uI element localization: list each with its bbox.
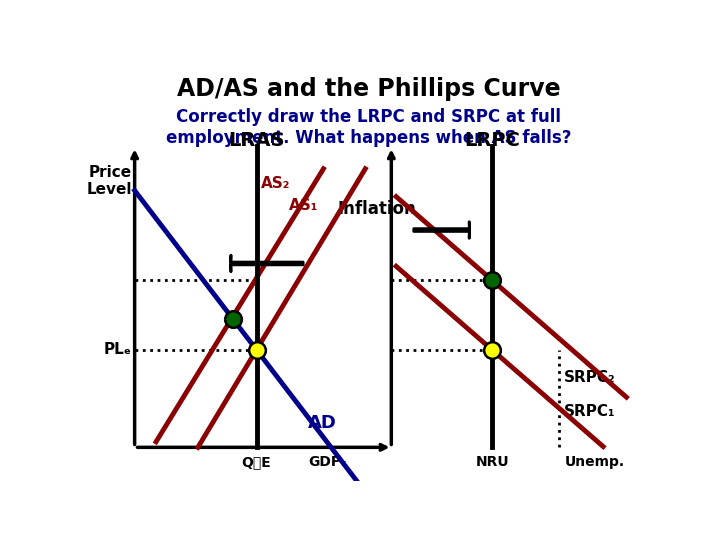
Text: Correctly draw the LRPC and SRPC at full
employment. What happens when AS falls?: Correctly draw the LRPC and SRPC at full… <box>166 109 572 147</box>
Text: AD: AD <box>307 414 336 432</box>
Text: NRU: NRU <box>475 455 509 469</box>
Text: LRPC: LRPC <box>464 131 520 150</box>
Text: Unemp.: Unemp. <box>565 455 626 469</box>
Text: Price
Level: Price Level <box>86 165 132 197</box>
Text: SRPC₁: SRPC₁ <box>564 403 616 418</box>
Text: AS₁: AS₁ <box>289 198 319 213</box>
Text: Q₟E: Q₟E <box>242 455 271 469</box>
Text: LRAS: LRAS <box>228 131 284 150</box>
Text: Inflation: Inflation <box>338 200 417 218</box>
Text: GDPᵣ: GDPᵣ <box>308 455 346 469</box>
Text: AD/AS and the Phillips Curve: AD/AS and the Phillips Curve <box>177 77 561 102</box>
Text: AS₂: AS₂ <box>261 176 291 191</box>
Text: SRPC₂: SRPC₂ <box>564 370 616 385</box>
Text: PLₑ: PLₑ <box>104 342 132 357</box>
